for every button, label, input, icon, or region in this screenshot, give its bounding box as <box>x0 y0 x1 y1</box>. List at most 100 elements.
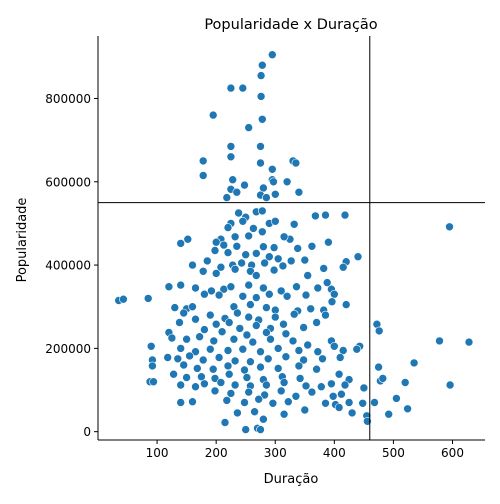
data-point <box>313 283 323 293</box>
data-point <box>191 382 200 392</box>
data-point <box>191 283 200 293</box>
data-point <box>256 158 265 168</box>
data-point <box>206 310 215 320</box>
data-point <box>262 303 271 312</box>
data-point <box>340 210 350 220</box>
data-point <box>263 354 273 364</box>
data-point <box>262 380 271 390</box>
data-point <box>223 248 233 257</box>
data-point <box>226 83 236 93</box>
data-point <box>352 344 362 354</box>
data-point <box>195 332 204 342</box>
data-point <box>214 290 224 300</box>
data-point <box>214 353 224 362</box>
data-point <box>223 361 233 371</box>
data-point <box>223 223 233 232</box>
data-point <box>226 152 236 162</box>
data-point <box>211 269 221 278</box>
data-point <box>269 243 279 252</box>
data-point <box>321 210 330 220</box>
data-point <box>307 387 317 397</box>
data-point <box>318 354 327 364</box>
data-point <box>335 353 345 362</box>
data-point <box>238 344 248 354</box>
data-point <box>248 337 258 347</box>
data-point <box>230 380 240 390</box>
data-point <box>268 398 278 408</box>
data-point <box>240 398 249 407</box>
data-point <box>269 177 278 187</box>
data-point <box>226 282 236 292</box>
data-point <box>242 330 252 340</box>
data-point <box>210 246 220 255</box>
data-point <box>300 255 310 265</box>
data-point <box>256 142 265 151</box>
data-point <box>291 391 301 401</box>
data-point <box>207 286 216 296</box>
data-point <box>188 260 197 270</box>
data-point <box>264 252 274 262</box>
data-point <box>279 232 289 242</box>
data-point <box>257 115 267 124</box>
data-point <box>251 293 261 302</box>
y-tick-label: 400000 <box>45 259 91 273</box>
data-point <box>251 249 261 258</box>
data-point <box>259 183 268 193</box>
data-point <box>273 344 283 353</box>
data-point <box>344 398 354 407</box>
x-tick-label: 100 <box>146 446 169 460</box>
data-point <box>289 309 299 319</box>
data-point <box>208 364 218 374</box>
data-point <box>435 336 444 346</box>
data-point <box>279 378 289 387</box>
data-point <box>403 404 412 414</box>
data-point <box>226 142 236 151</box>
data-point <box>170 303 180 312</box>
data-point <box>464 337 474 347</box>
data-point <box>200 325 209 334</box>
data-point <box>279 409 289 419</box>
y-tick-label: 800000 <box>45 92 91 106</box>
data-point <box>233 408 242 418</box>
data-point <box>238 217 248 226</box>
data-point <box>303 271 313 280</box>
data-point <box>270 217 280 226</box>
data-point <box>254 394 264 404</box>
data-point <box>276 286 286 296</box>
data-point <box>244 280 253 290</box>
data-point <box>238 83 248 93</box>
data-point <box>250 407 259 417</box>
data-point <box>353 252 363 262</box>
data-point <box>256 92 266 101</box>
data-point <box>211 319 221 329</box>
data-point <box>294 187 304 197</box>
data-point <box>143 294 153 303</box>
data-point <box>445 380 455 390</box>
data-point <box>262 328 271 337</box>
data-point <box>292 282 301 292</box>
data-point <box>281 329 291 339</box>
data-point <box>327 297 337 307</box>
data-point <box>337 389 346 399</box>
data-point <box>328 391 338 401</box>
data-point <box>222 396 232 405</box>
data-point <box>303 340 313 350</box>
data-point <box>246 300 255 309</box>
data-point <box>224 369 234 379</box>
y-tick-label: 0 <box>83 425 91 439</box>
data-point <box>311 211 320 221</box>
data-point <box>257 206 267 216</box>
data-point <box>279 319 288 329</box>
x-tick-label: 600 <box>441 446 464 460</box>
data-point <box>223 346 233 355</box>
data-point <box>256 425 265 434</box>
data-point <box>384 409 394 419</box>
data-point <box>374 326 384 336</box>
data-point <box>291 158 301 168</box>
data-point <box>244 312 253 322</box>
data-point <box>188 302 197 312</box>
data-point <box>445 222 454 232</box>
axes <box>97 36 485 441</box>
chart-title: Popularidade x Duração <box>204 17 377 33</box>
